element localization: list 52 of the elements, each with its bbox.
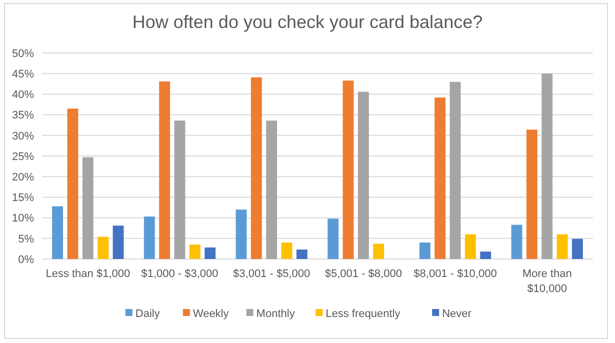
y-tick-label: 35%	[12, 110, 34, 122]
bar	[542, 74, 553, 259]
bar	[112, 226, 124, 259]
y-tick-label: 40%	[12, 89, 34, 102]
x-tick-label: Less than $1,000	[46, 268, 130, 280]
y-tick-label: 20%	[12, 171, 34, 184]
bar	[250, 77, 262, 259]
bar	[511, 224, 522, 259]
bar	[296, 250, 308, 259]
bar	[98, 236, 109, 259]
bar	[189, 244, 200, 259]
chart-title: How often do you check your card balance?	[132, 12, 483, 32]
y-tick-label: 50%	[12, 48, 34, 60]
bar	[159, 81, 170, 259]
y-tick-label: 5%	[18, 233, 34, 246]
bar	[236, 210, 247, 259]
bar	[526, 130, 538, 259]
bar	[174, 120, 186, 259]
y-tick-label: 45%	[12, 68, 34, 80]
bar	[373, 244, 384, 259]
bar	[556, 234, 568, 259]
bar	[480, 252, 492, 259]
bar	[419, 242, 430, 259]
legend-label: Never	[442, 308, 472, 320]
y-tick-label: 0%	[18, 254, 34, 266]
y-tick-label: 25%	[12, 150, 34, 163]
x-tick-label: $5,001 - $8,000	[324, 268, 402, 280]
legend-label: Monthly	[256, 308, 296, 320]
x-tick-label: $8,001 - $10,000	[414, 268, 497, 280]
x-tick-label: More than $10,000	[522, 268, 572, 295]
bar	[67, 108, 78, 259]
bar	[204, 247, 216, 259]
y-tick-label: 30%	[12, 130, 34, 142]
bar	[281, 242, 292, 259]
x-tick-label: $3,001 - $5,000	[233, 268, 310, 280]
bar	[82, 157, 94, 259]
bar	[342, 80, 354, 259]
bar	[434, 97, 446, 259]
bar	[328, 218, 339, 259]
legend-label: Weekly	[192, 308, 230, 320]
x-tick-label: $1,000 - $3,000	[141, 268, 218, 280]
bar	[52, 206, 64, 259]
legend-label: Daily	[135, 308, 160, 320]
bar	[464, 234, 476, 259]
bar	[358, 92, 369, 259]
bar	[450, 82, 461, 259]
y-tick-label: 15%	[12, 192, 34, 204]
y-tick-label: 10%	[12, 212, 34, 225]
bar	[266, 120, 278, 259]
legend-label: Less frequently	[326, 308, 401, 320]
bar	[144, 216, 155, 259]
bar	[572, 238, 583, 259]
